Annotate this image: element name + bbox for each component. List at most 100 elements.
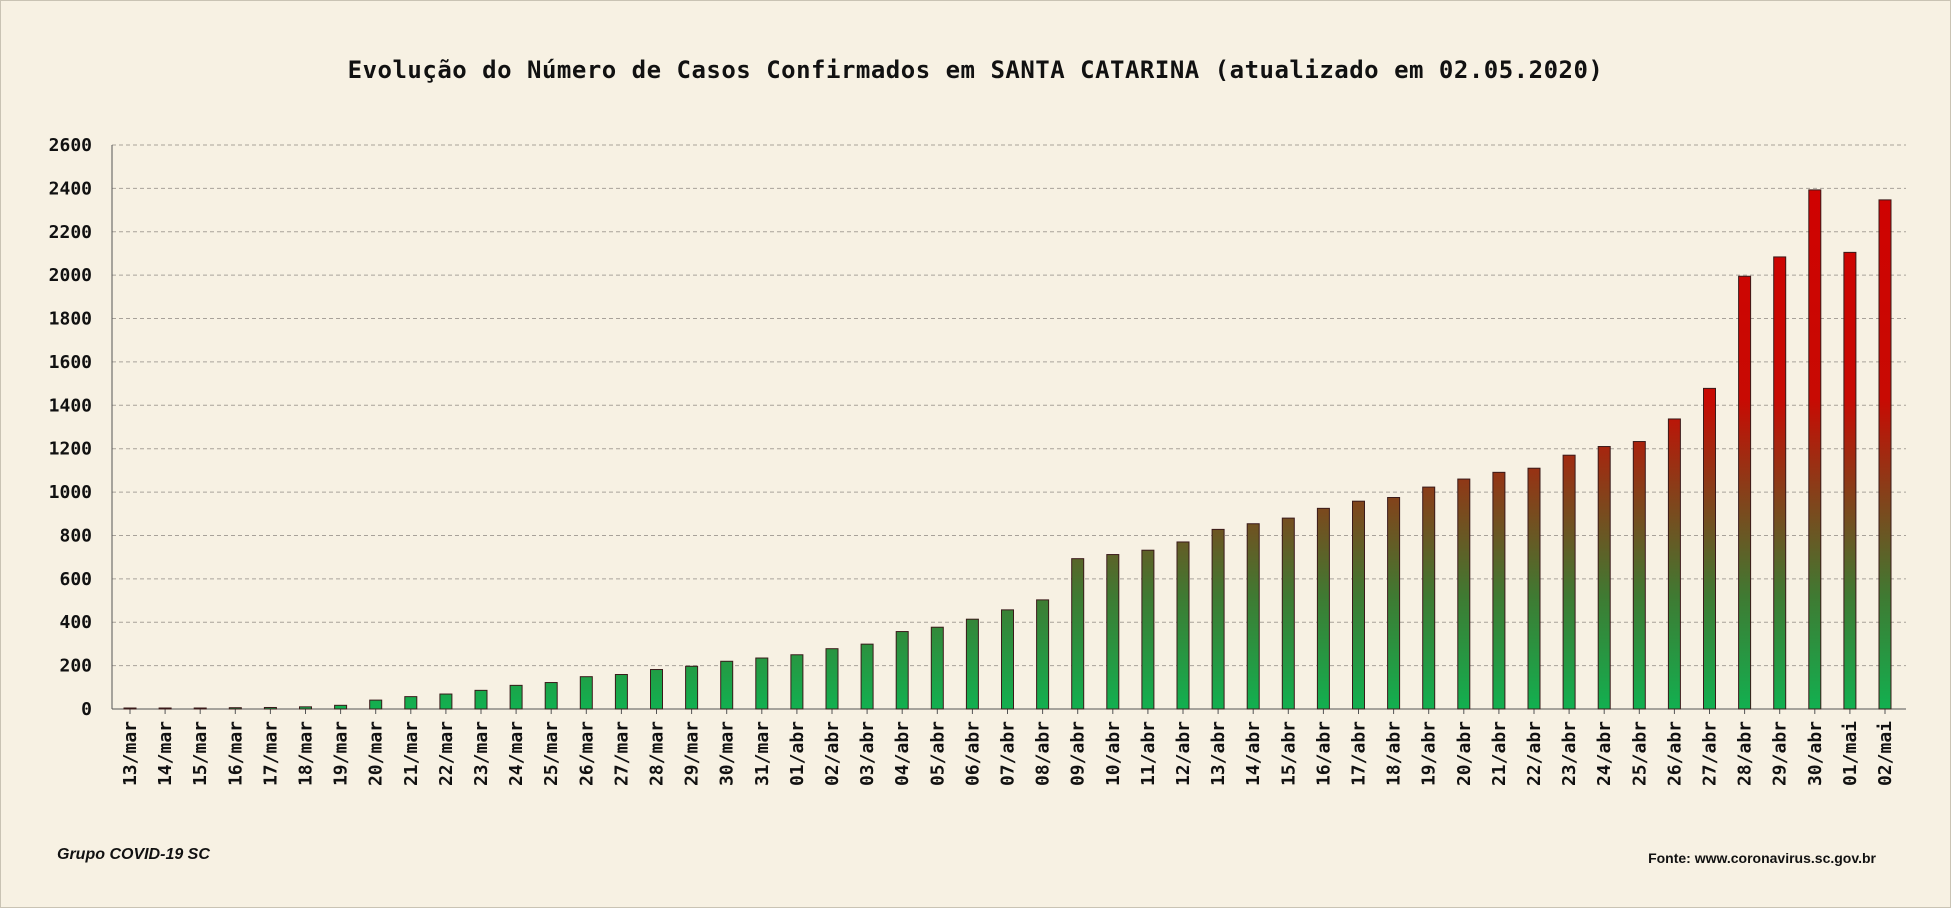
- x-tick-label: 03/abr: [857, 721, 878, 786]
- x-tick-label: 02/mai: [1875, 721, 1896, 786]
- bar-19/abr: [1422, 486, 1436, 710]
- y-tick-label: 1200: [49, 439, 92, 460]
- bar-10/abr: [1106, 554, 1120, 710]
- x-tick-label: 21/abr: [1489, 721, 1510, 786]
- x-tick-label: 26/mar: [576, 721, 597, 786]
- y-tick-label: 2400: [49, 178, 92, 199]
- x-tick-label: 18/abr: [1384, 721, 1405, 786]
- x-tick-label: 15/mar: [190, 721, 211, 786]
- x-tick-label: 14/abr: [1243, 721, 1264, 786]
- x-tick-label: 17/mar: [260, 721, 281, 786]
- x-tick-label: 20/mar: [366, 721, 387, 786]
- x-tick-label: 17/abr: [1349, 721, 1370, 786]
- bar-29/mar: [685, 665, 699, 710]
- y-tick-label: 2200: [49, 222, 92, 243]
- x-tick-label: 31/mar: [752, 721, 773, 786]
- bar-13/abr: [1211, 528, 1225, 710]
- x-tick-label: 30/abr: [1805, 721, 1826, 786]
- bar-11/abr: [1141, 549, 1155, 710]
- bar-18/mar: [299, 706, 312, 710]
- x-tick-label: 24/mar: [506, 721, 527, 786]
- bar-12/abr: [1176, 541, 1190, 710]
- bar-01/mai: [1843, 251, 1857, 710]
- bar-15/abr: [1281, 517, 1295, 710]
- bar-02/mai: [1878, 199, 1892, 710]
- bar-17/abr: [1352, 500, 1365, 710]
- bar-19/mar: [334, 704, 348, 710]
- x-tick-label: 22/abr: [1524, 721, 1545, 786]
- x-tick-label: 19/mar: [331, 721, 352, 786]
- bar-24/abr: [1597, 446, 1611, 710]
- y-tick-label: 2000: [49, 265, 92, 286]
- y-tick-label: 0: [81, 699, 92, 720]
- x-tick-label: 11/abr: [1138, 721, 1159, 786]
- bar-25/mar: [544, 682, 558, 710]
- y-tick-label: 1000: [49, 482, 92, 503]
- x-tick-label: 28/abr: [1735, 721, 1756, 786]
- x-tick-label: 16/abr: [1313, 721, 1334, 786]
- bar-21/abr: [1492, 471, 1506, 710]
- bar-26/abr: [1667, 418, 1681, 710]
- bar-22/mar: [439, 693, 453, 710]
- footer-source: Fonte: www.coronavirus.sc.gov.br: [1648, 850, 1876, 866]
- y-tick-label: 800: [59, 525, 92, 546]
- bar-30/mar: [720, 660, 734, 710]
- bar-20/mar: [369, 699, 383, 710]
- bar-18/abr: [1387, 497, 1401, 710]
- x-tick-labels: 13/mar 14/mar 15/mar 16/mar 17/mar 18/mar 19/m…: [120, 721, 1896, 786]
- x-tick-label: 23/mar: [471, 721, 492, 786]
- x-tick-label: 23/abr: [1559, 721, 1580, 786]
- bar-28/mar: [650, 669, 663, 710]
- bar-06/abr: [965, 618, 979, 710]
- bar-14/mar: [158, 707, 172, 710]
- footer-credit: Grupo COVID-19 SC: [57, 846, 210, 863]
- bar-24/mar: [509, 684, 523, 710]
- y-tick-label: 1600: [49, 352, 92, 373]
- bar-15/mar: [193, 707, 207, 710]
- x-tick-label: 13/abr: [1208, 721, 1229, 786]
- bar-23/mar: [474, 689, 488, 710]
- bars: [123, 189, 1892, 710]
- x-tick-label: 13/mar: [120, 721, 141, 786]
- bar-21/mar: [404, 696, 418, 710]
- bar-31/mar: [755, 657, 769, 710]
- y-tick-label: 1800: [49, 309, 92, 330]
- x-tick-label: 22/mar: [436, 721, 457, 786]
- x-tick-label: 10/abr: [1103, 721, 1124, 786]
- bar-26/mar: [579, 676, 593, 710]
- y-tick-labels: 0 200 400 600 800 1000 1200 1400 1600 1800 2000 220…: [49, 135, 92, 720]
- chart-title: Evolução do Número de Casos Confirmados …: [347, 56, 1604, 84]
- x-tick-label: 05/abr: [927, 721, 948, 786]
- x-tick-label: 07/abr: [998, 721, 1019, 786]
- x-tick-label: 08/abr: [1033, 721, 1054, 786]
- x-tick-label: 20/abr: [1454, 721, 1475, 786]
- bar-05/abr: [930, 626, 944, 710]
- x-tick-label: 15/abr: [1278, 721, 1299, 786]
- y-tick-label: 600: [59, 569, 92, 590]
- y-tick-label: 1400: [49, 395, 92, 416]
- bar-09/abr: [1071, 558, 1085, 710]
- x-tick-label: 25/mar: [541, 721, 562, 786]
- x-tick-label: 12/abr: [1173, 721, 1194, 786]
- bar-07/abr: [1001, 609, 1014, 710]
- y-tick-label: 2600: [49, 135, 92, 156]
- bar-13/mar: [123, 707, 137, 710]
- bar-17/mar: [263, 706, 277, 710]
- bar-01/abr: [790, 654, 804, 710]
- x-tick-label: 29/abr: [1770, 721, 1791, 786]
- bar-16/abr: [1316, 507, 1330, 710]
- x-tick-label: 02/abr: [822, 721, 843, 786]
- x-tick-label: 30/mar: [717, 721, 738, 786]
- bar-16/mar: [228, 707, 242, 710]
- x-tick-label: 21/mar: [401, 721, 422, 786]
- x-tick-label: 24/abr: [1594, 721, 1615, 786]
- bar-14/abr: [1246, 523, 1260, 710]
- bar-20/abr: [1457, 478, 1471, 710]
- bar-27/abr: [1703, 387, 1716, 710]
- y-tick-label: 400: [59, 612, 92, 633]
- x-tick-label: 27/abr: [1700, 721, 1721, 786]
- x-tick-label: 28/mar: [647, 721, 668, 786]
- x-tick-label: 16/mar: [225, 721, 246, 786]
- bar-03/abr: [860, 643, 874, 710]
- bar-22/abr: [1527, 467, 1541, 710]
